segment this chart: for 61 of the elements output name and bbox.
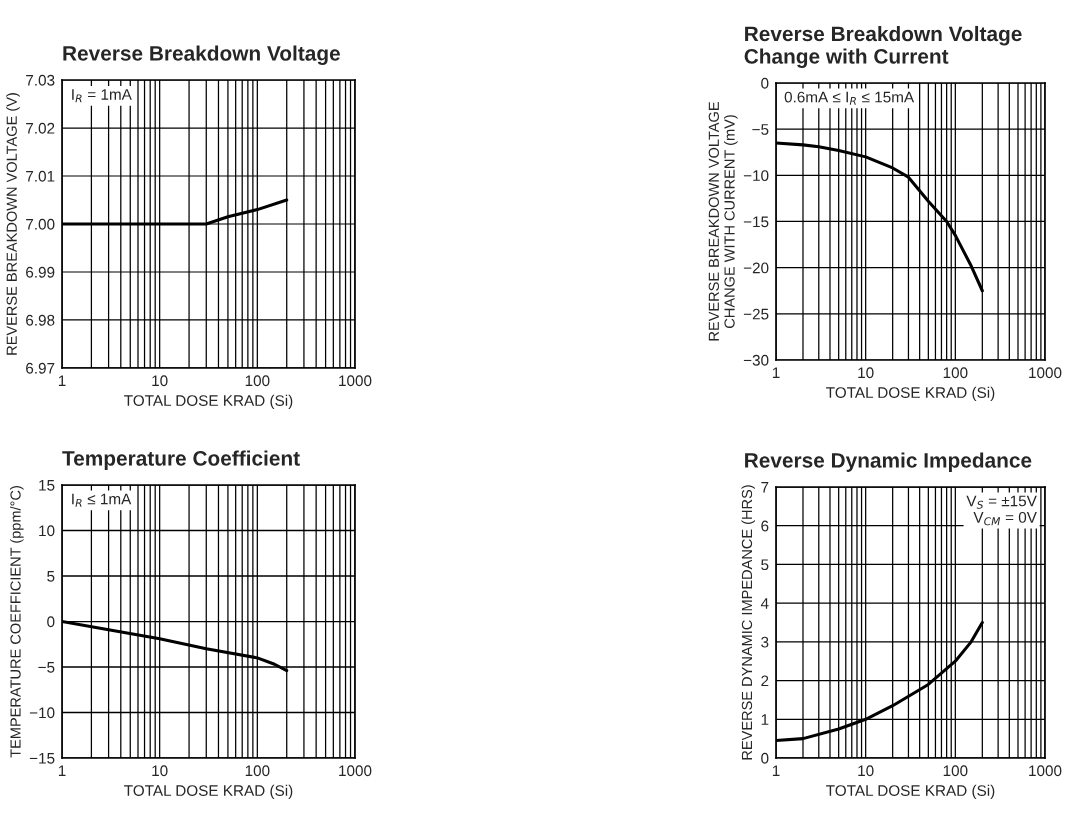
y-tick-label: 15	[39, 480, 55, 491]
chart-title: Reverse Breakdown Voltage	[63, 45, 340, 65]
x-tick-label: 100	[943, 367, 968, 379]
x-tick-label: 100	[245, 375, 270, 387]
y-tick-label: 7	[761, 482, 769, 493]
x-tick-label: 10	[152, 375, 168, 387]
x-tick-label: 1	[772, 765, 780, 777]
y-tick-label: −10	[29, 707, 55, 719]
x-tick-label: 1	[58, 375, 66, 387]
x-axis-title: TOTAL DOSE KRAD (Si)	[124, 394, 293, 409]
y-tick-label: 7.02	[26, 122, 55, 134]
x-tick-label: 100	[245, 765, 270, 777]
y-tick-label: −5	[752, 124, 769, 135]
y-tick-label: 5	[761, 559, 769, 571]
y-tick-label: 7.00	[26, 218, 55, 230]
y-tick-label: 4	[760, 598, 769, 609]
x-tick-label: 1	[58, 765, 66, 777]
y-tick-label: 5	[47, 571, 55, 582]
x-tick-label: 1000	[1029, 765, 1062, 777]
y-axis-title: REVERSE BREAKDOWN VOLTAGE (V)	[6, 93, 20, 355]
y-tick-label: −15	[743, 216, 769, 228]
chart-title: Reverse Dynamic Impedance	[745, 452, 1032, 472]
y-tick-label: 6.99	[26, 266, 55, 278]
y-tick-label: −25	[743, 308, 769, 320]
chart-title: Reverse Breakdown Voltage Change with Current	[744, 25, 1022, 68]
y-tick-label: 7.01	[26, 170, 55, 182]
x-tick-label: 1000	[1029, 367, 1062, 379]
y-tick-label: 6	[761, 520, 769, 532]
y-tick-label: 6.98	[26, 314, 55, 326]
y-tick-label: 0	[47, 616, 55, 628]
y-axis-title: REVERSE DYNAMIC IMPEDANCE (HRS)	[741, 485, 755, 760]
y-tick-label: 6.97	[26, 362, 55, 374]
x-axis-title: TOTAL DOSE KRAD (Si)	[826, 386, 995, 401]
y-axis-title: TEMPERATURE COEFFICIENT (ppm/°C)	[9, 486, 24, 758]
annotation: I$_{R}$ = 1mA	[72, 89, 132, 103]
y-tick-label: 1	[761, 714, 769, 725]
x-tick-label: 100	[943, 765, 968, 777]
annotation: I$_{R}$ ≤ 1mA	[72, 493, 132, 507]
annotation: V$_{S}$ = ±15V V$_{CM}$ = 0V	[966, 495, 1037, 526]
y-tick-label: −10	[743, 170, 769, 182]
y-tick-label: 3	[761, 636, 769, 648]
y-tick-label: 7.03	[26, 74, 55, 86]
y-tick-label: −30	[743, 354, 769, 366]
annotation: 0.6mA ≤ I$_{R}$ ≤ 15mA	[784, 91, 915, 105]
y-tick-label: 0	[761, 752, 769, 764]
x-axis-title: TOTAL DOSE KRAD (Si)	[124, 784, 293, 799]
y-tick-label: 10	[39, 525, 55, 537]
y-tick-label: 2	[761, 675, 769, 687]
chart-title: Temperature Coefficient	[62, 450, 300, 470]
x-tick-label: 1	[772, 367, 780, 379]
y-tick-label: −15	[29, 753, 55, 764]
y-axis-title: REVERSE BREAKDOWN VOLTAGE CHANGE WITH CURRENT (mV)	[708, 102, 738, 341]
y-tick-label: −20	[743, 262, 769, 274]
y-tick-label: 0	[761, 77, 769, 89]
x-tick-label: 1000	[339, 375, 372, 387]
x-axis-title: TOTAL DOSE KRAD (Si)	[826, 784, 995, 799]
x-tick-label: 10	[152, 765, 168, 777]
y-tick-label: −5	[38, 662, 55, 673]
x-tick-label: 1000	[339, 765, 372, 777]
x-tick-label: 10	[858, 367, 874, 379]
x-tick-label: 10	[858, 765, 874, 777]
